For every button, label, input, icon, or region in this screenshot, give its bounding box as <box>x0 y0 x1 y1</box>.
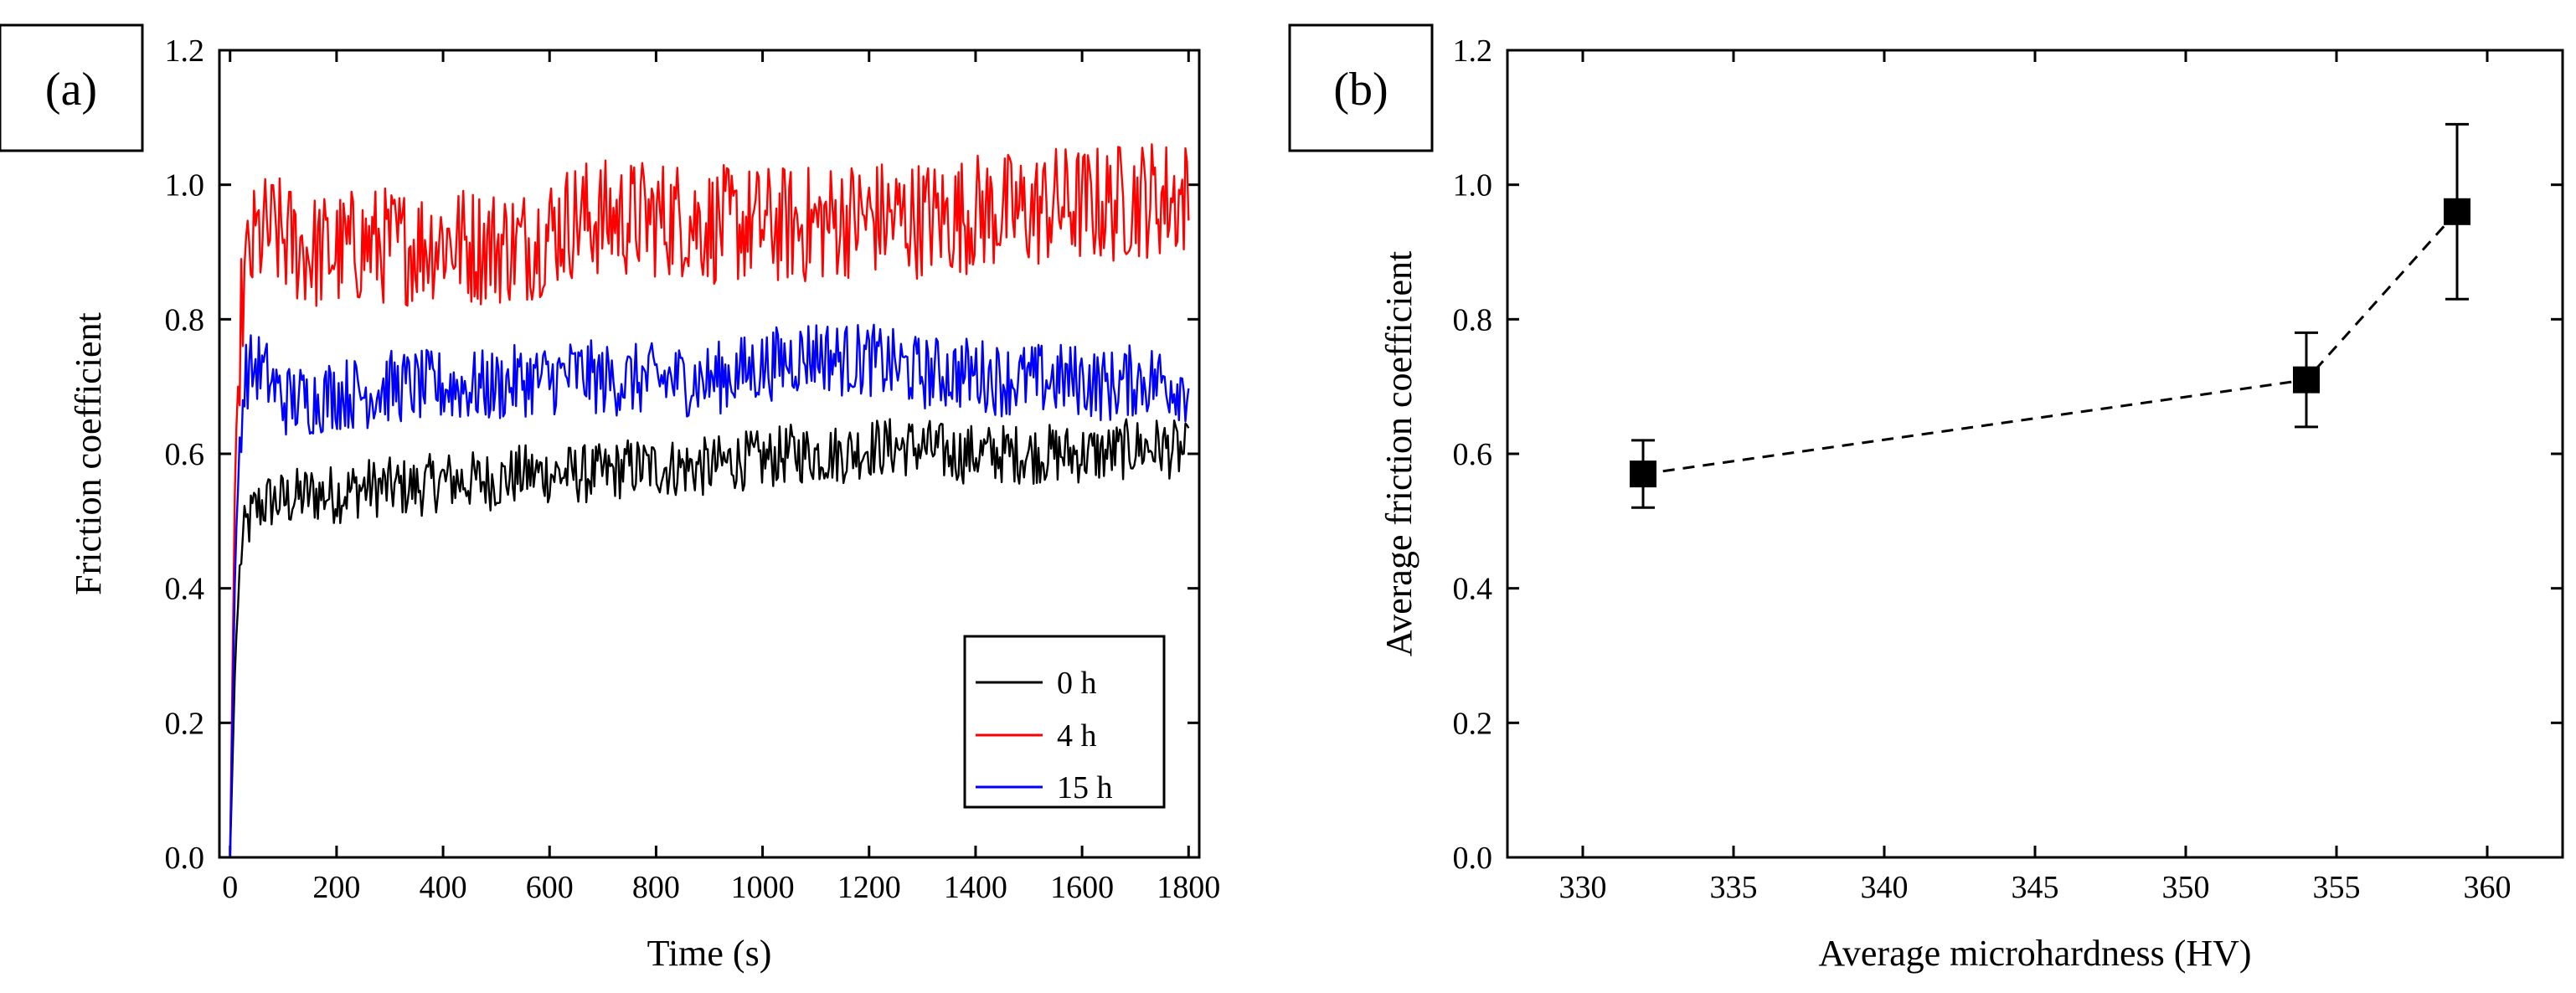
series-line-0h <box>229 418 1190 858</box>
a-x-tick-label-6: 1200 <box>837 870 901 905</box>
b-x-tick-label-0: 330 <box>1559 870 1607 905</box>
a-y-tick-label-1: 0.2 <box>165 706 205 741</box>
plot-b-frame <box>1506 49 2564 859</box>
b-y-tick-label-6: 1.2 <box>1453 33 1493 69</box>
a-x-tick-label-9: 1800 <box>1157 870 1220 905</box>
a-x-tick-label-7: 1400 <box>944 870 1007 905</box>
b-x-tick-label-2: 340 <box>1861 870 1909 905</box>
a-y-tick-label-5: 1.0 <box>165 168 205 203</box>
a-y-tick-label-3: 0.6 <box>165 437 205 472</box>
panel-a: (a) 0.0 0.2 0.4 0.6 0.8 1.0 1.2 0 200 400 600 800 10… <box>0 23 1221 974</box>
b-y-tick-label-1: 0.2 <box>1453 706 1493 741</box>
b-x-tick-label-1: 335 <box>1710 870 1758 905</box>
b-x-tick-label-3: 345 <box>2012 870 2059 905</box>
legend-label-15h: 15 h <box>1057 770 1113 805</box>
a-x-tick-label-3: 600 <box>526 870 574 905</box>
legend-label-0h: 0 h <box>1057 666 1097 701</box>
series-line-15h <box>229 323 1190 858</box>
panel-label-box-a <box>0 23 144 152</box>
y-axis-label-b: Average friction coefficient <box>1378 251 1419 657</box>
data-point-2 <box>2444 198 2470 225</box>
a-x-tick-label-0: 0 <box>222 870 238 905</box>
data-point-1 <box>2293 366 2320 394</box>
b-y-tick-label-2: 0.4 <box>1453 572 1493 607</box>
b-x-tick-label-6: 360 <box>2464 870 2512 905</box>
a-y-tick-label-6: 1.2 <box>165 33 205 69</box>
plot-b-marks: 0.0 0.2 0.4 0.6 0.8 1.0 1.2 330 335 340 345 350 355 3… <box>1453 33 2563 905</box>
a-y-tick-label-4: 0.8 <box>165 302 205 337</box>
panel-label-b: (b) <box>1333 64 1388 116</box>
series-line-4h <box>229 143 1190 858</box>
legend-label-4h: 4 h <box>1057 718 1097 754</box>
legend-box-a <box>963 635 1166 809</box>
plot-a-marks: 0.0 0.2 0.4 0.6 0.8 1.0 1.2 0 200 400 600 800 1000 12… <box>165 33 1221 905</box>
panel-label-box-b <box>1288 23 1434 152</box>
x-axis-label-b: Average microhardness (HV) <box>1818 933 2251 974</box>
a-y-tick-label-2: 0.4 <box>165 572 205 607</box>
dashed-trend-line <box>1642 210 2459 476</box>
a-x-tick-label-4: 800 <box>632 870 680 905</box>
a-x-tick-label-5: 1000 <box>731 870 795 905</box>
b-y-tick-label-4: 0.8 <box>1453 302 1493 337</box>
panel-b: (b) 0.0 0.2 0.4 0.6 0.8 1.0 1.2 330 335 340 345 350… <box>1288 23 2564 974</box>
a-x-tick-label-1: 200 <box>312 870 360 905</box>
a-x-tick-label-2: 400 <box>420 870 467 905</box>
plot-a-frame <box>218 49 1201 859</box>
b-y-tick-label-5: 1.0 <box>1453 168 1493 203</box>
panel-label-a: (a) <box>45 64 97 116</box>
b-y-tick-label-3: 0.6 <box>1453 437 1493 472</box>
b-x-tick-label-5: 355 <box>2313 870 2361 905</box>
b-x-tick-label-4: 350 <box>2162 870 2210 905</box>
b-y-tick-label-0: 0.0 <box>1453 841 1493 876</box>
data-point-0 <box>1630 460 1656 488</box>
x-axis-label-a: Time (s) <box>647 933 772 974</box>
y-axis-label-a: Friction coefficient <box>68 312 109 595</box>
a-x-tick-label-8: 1600 <box>1050 870 1114 905</box>
a-y-tick-label-0: 0.0 <box>165 841 205 876</box>
legend-a: 0 h 4 h 15 h <box>963 635 1166 809</box>
